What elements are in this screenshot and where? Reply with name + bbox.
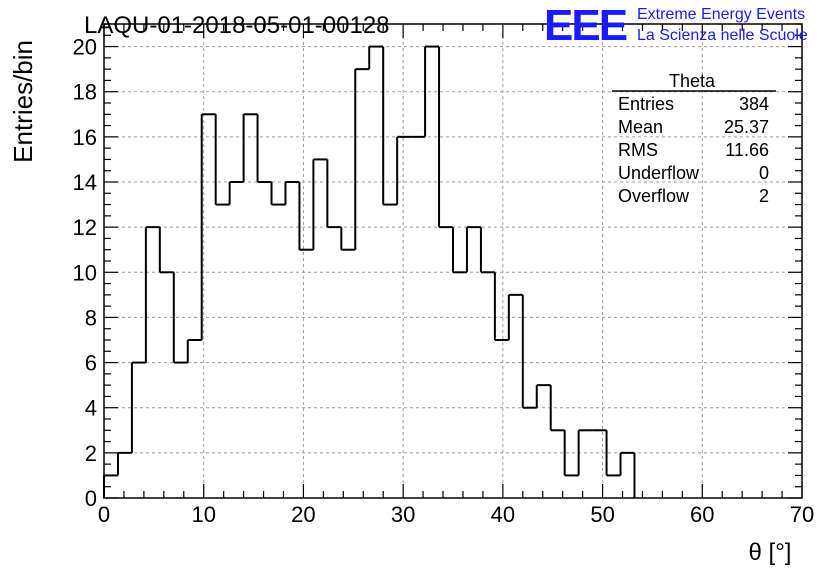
y-tick-label: 18 (73, 80, 97, 105)
stats-value-entries: 384 (739, 94, 769, 114)
y-tick-label: 6 (85, 351, 97, 376)
y-tick-label: 14 (73, 170, 97, 195)
x-tick-label: 10 (191, 502, 215, 527)
y-tick-label: 4 (85, 396, 97, 421)
eee-logo: EEE Extreme Energy Events La Scienza nel… (544, 1, 808, 50)
y-tick-label: 16 (73, 125, 97, 150)
x-tick-label: 40 (491, 502, 515, 527)
x-tick-label: 30 (391, 502, 415, 527)
stats-value-rms: 11.66 (725, 140, 769, 160)
stats-value-overflow: 2 (759, 186, 769, 206)
logo-line-1: Extreme Energy Events (637, 6, 805, 23)
stats-title: Theta (669, 71, 716, 91)
y-tick-label: 12 (73, 215, 97, 240)
y-tick-label: 0 (85, 486, 97, 511)
x-tick-label: 50 (590, 502, 614, 527)
logo-line-2: La Scienza nelle Scuole (637, 27, 808, 44)
stats-box: Theta Entries 384 Mean 25.37 RMS 11.66 U… (612, 71, 776, 206)
stats-label-overflow: Overflow (618, 186, 690, 206)
x-tick-label: 70 (790, 502, 814, 527)
y-tick-label: 2 (85, 441, 97, 466)
y-tick-label: 8 (85, 305, 97, 330)
stats-value-mean: 25.37 (724, 117, 769, 137)
y-axis-label: Entries/bin (8, 40, 38, 163)
x-tick-label: 0 (98, 502, 110, 527)
x-tick-label: 60 (690, 502, 714, 527)
eee-logo-mark: EEE (544, 1, 627, 50)
y-tick-label: 20 (73, 35, 97, 60)
histogram-bars (103, 45, 636, 498)
stats-value-underflow: 0 (759, 163, 769, 183)
stats-label-mean: Mean (618, 117, 663, 137)
x-axis-label: θ [°] (749, 539, 792, 566)
stats-label-rms: RMS (618, 140, 658, 160)
chart-title: LAQU-01-2018-05-01-00128 (84, 12, 390, 39)
x-tick-label: 20 (291, 502, 315, 527)
y-tick-label: 10 (73, 260, 97, 285)
stats-label-underflow: Underflow (618, 163, 700, 183)
stats-label-entries: Entries (618, 94, 674, 114)
